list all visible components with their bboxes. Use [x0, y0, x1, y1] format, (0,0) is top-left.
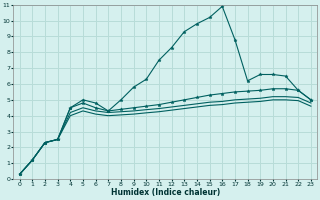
X-axis label: Humidex (Indice chaleur): Humidex (Indice chaleur)	[111, 188, 220, 197]
